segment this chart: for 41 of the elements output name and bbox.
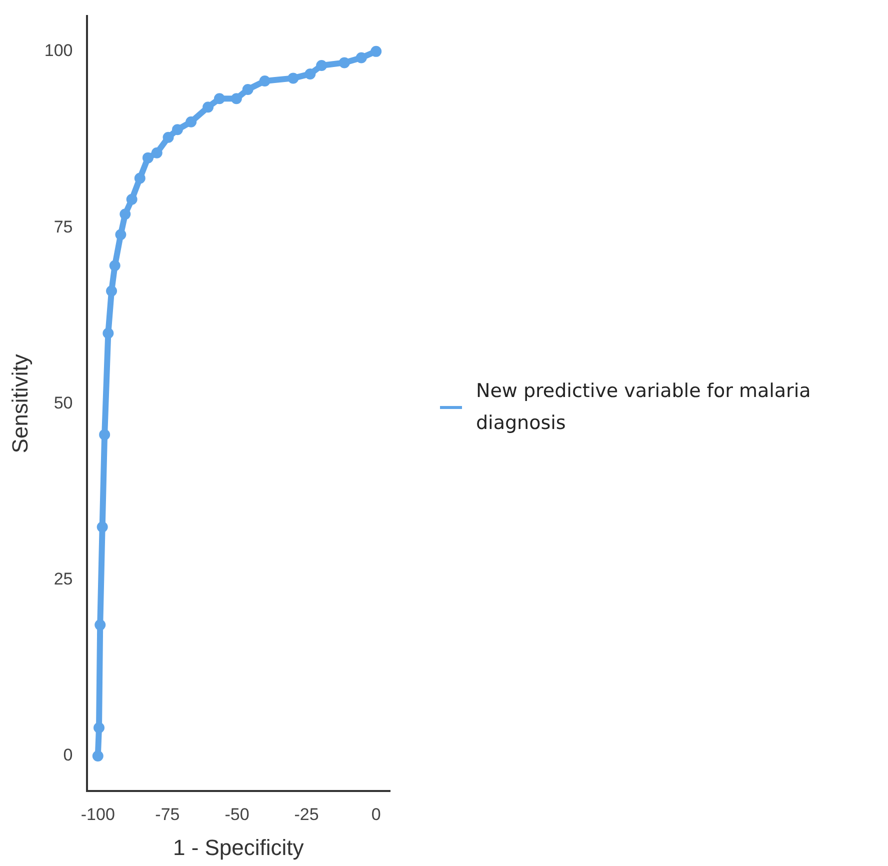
y-tick-label: 75: [54, 217, 73, 236]
y-tick-label: 100: [44, 41, 73, 60]
point: [230, 93, 242, 104]
point: [186, 116, 197, 128]
x-tick-label: -75: [155, 805, 180, 824]
point: [162, 132, 174, 143]
point: [338, 57, 350, 68]
x-tick-label: -100: [80, 805, 115, 824]
x-axis-title: 1 - Specificity: [172, 834, 304, 860]
y-tick-label: 25: [54, 570, 73, 589]
x-tick-label: -25: [294, 805, 319, 824]
point: [106, 285, 118, 296]
point: [126, 194, 138, 205]
x-tick-label: -50: [224, 805, 250, 824]
point: [172, 124, 183, 136]
point: [94, 722, 105, 734]
point: [202, 102, 214, 113]
y-tick-label: 0: [63, 746, 73, 765]
point: [99, 429, 110, 440]
point: [242, 84, 254, 95]
point: [151, 147, 162, 158]
y-axis-title: Sensitivity: [7, 354, 32, 454]
x-tick-label: 0: [371, 805, 381, 824]
legend-label: New predictive variable for malaria diagnosis: [476, 379, 812, 436]
point: [96, 521, 108, 532]
point: [94, 619, 106, 630]
point: [214, 93, 225, 104]
point: [259, 76, 270, 87]
point: [356, 52, 367, 64]
y-tick-label: 50: [54, 393, 73, 412]
point: [304, 68, 316, 80]
point: [115, 229, 126, 240]
point: [142, 152, 154, 164]
point: [92, 750, 104, 762]
point: [109, 260, 120, 272]
point: [102, 328, 114, 339]
point: [120, 208, 131, 220]
point: [316, 60, 328, 72]
point: [134, 172, 146, 184]
point: [370, 46, 382, 57]
point: [288, 72, 299, 84]
